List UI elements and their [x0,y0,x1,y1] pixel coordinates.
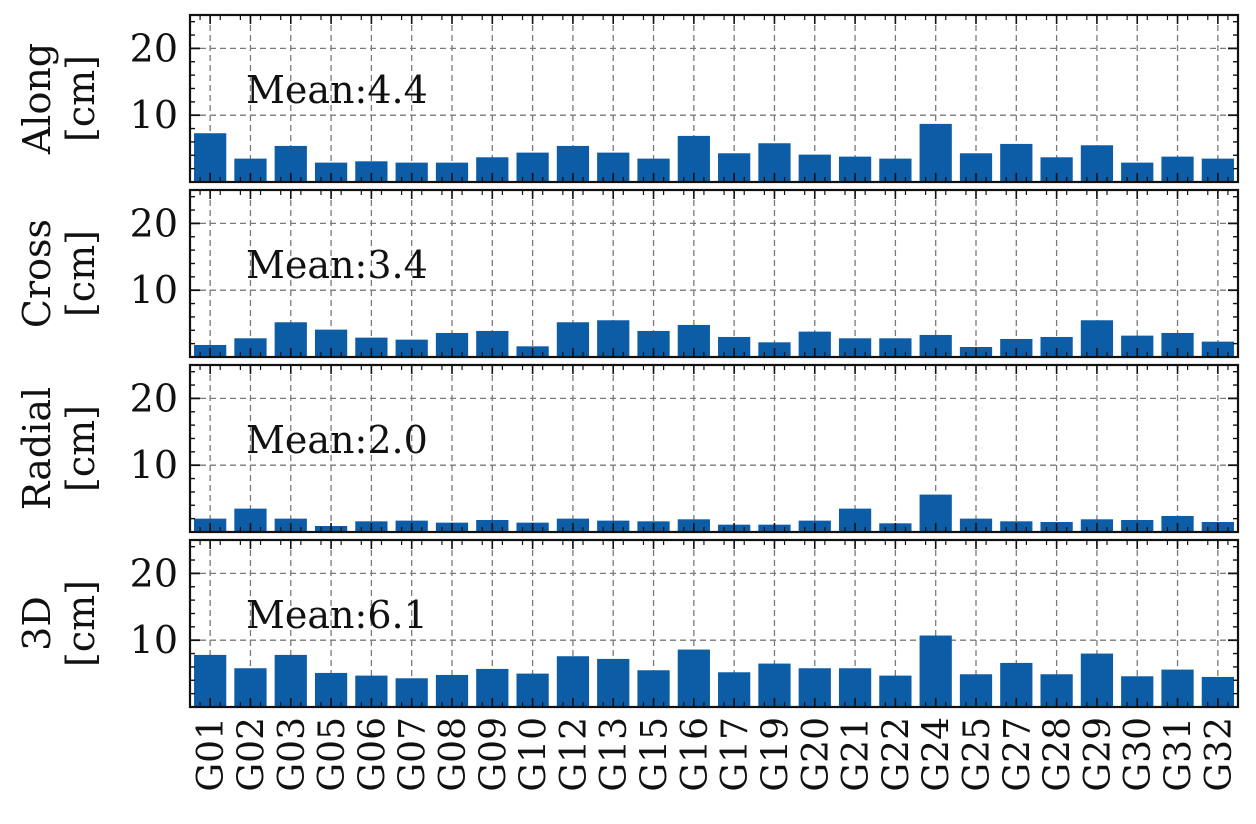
mean-annotation: Mean:3.4 [246,243,428,287]
x-tick-label-G10: G10 [514,717,555,792]
bar-G05 [314,162,348,182]
y-tick-label: 20 [130,376,178,420]
x-tick-label-G13: G13 [594,717,635,792]
bar-G06 [355,161,388,182]
bar-G30 [1121,335,1154,357]
x-tick-label-G32: G32 [1199,717,1240,792]
x-tick-label-G06: G06 [352,717,393,792]
bar-G21 [838,508,872,532]
bar-G28 [1040,336,1073,357]
x-tick-label-G28: G28 [1038,717,1079,792]
bar-G22 [879,338,912,357]
panel-2: 10 20 Mean:2.0 Radial [cm] [15,363,1240,534]
bar-G22 [879,158,912,182]
y-tick-label: 10 [130,268,178,312]
x-tick-label-G01: G01 [191,717,232,792]
bar-G16 [677,649,710,707]
x-tick-label-G08: G08 [433,717,474,792]
x-tick-label-G15: G15 [635,717,676,792]
bar-G32 [1201,158,1234,182]
bar-G21 [838,338,872,357]
bar-G15 [637,158,670,182]
panel-frame [188,363,1240,534]
panel-frame [188,538,1240,709]
x-tick-label-G09: G09 [473,717,514,792]
x-tick-label-G22: G22 [876,717,917,792]
y-tick-label: 20 [130,551,178,595]
bar-G02 [234,158,267,182]
bar-G24 [919,123,952,182]
mean-annotation: Mean:4.4 [246,68,428,112]
y-axis-label: [cm] [59,230,103,317]
panel-3: 10 20 Mean:6.1 3D [cm] [15,538,1240,709]
x-tick-label-G19: G19 [755,717,796,792]
y-axis-label: Cross [15,219,59,328]
bar-G08 [435,162,469,182]
y-tick-label: 10 [130,443,178,487]
x-tick-label-G30: G30 [1118,717,1159,792]
x-tick-label-G12: G12 [554,717,595,792]
bar-G24 [919,334,952,357]
x-tick-label-G16: G16 [675,717,716,792]
x-tick-label-G29: G29 [1078,717,1119,792]
mean-annotation: Mean:2.0 [246,418,428,462]
y-axis-label: [cm] [59,405,103,492]
bar-G02 [234,338,267,357]
x-tick-label-G17: G17 [715,717,756,792]
bar-G24 [919,635,952,707]
panel-1: 10 20 Mean:3.4 Cross [cm] [15,188,1240,359]
x-tick-label-G20: G20 [796,717,837,792]
x-tick-label-G21: G21 [836,717,877,792]
x-tick-label-G03: G03 [272,717,313,792]
y-tick-label: 20 [130,26,178,70]
mean-annotation: Mean:6.1 [246,593,428,637]
x-tick-label-G27: G27 [997,717,1038,792]
bar-G27 [1000,338,1033,357]
y-axis-label: Radial [15,387,59,510]
bar-G06 [355,337,388,357]
y-tick-label: 10 [130,618,178,662]
panel-frame [188,188,1240,359]
x-tick-label-G07: G07 [393,717,434,792]
y-tick-label: 20 [130,201,178,245]
panel-0: 10 20 Mean:4.4 Along [cm] [15,13,1240,184]
y-axis-label: Along [15,43,59,155]
y-axis-label: [cm] [59,580,103,667]
x-tick-label-G25: G25 [957,717,998,792]
x-tick-label-G31: G31 [1159,717,1200,792]
bar-G07 [395,162,428,182]
bar-G02 [234,508,267,532]
y-tick-label: 10 [130,93,178,137]
bar-G17 [718,336,751,357]
bar-G30 [1121,162,1154,182]
y-axis-label: 3D [15,596,59,651]
y-axis-label: [cm] [59,55,103,142]
x-tick-label-G24: G24 [917,717,958,792]
x-tick-label-G02: G02 [231,717,272,792]
x-tick-label-G05: G05 [312,717,353,792]
panel-frame [188,13,1240,184]
